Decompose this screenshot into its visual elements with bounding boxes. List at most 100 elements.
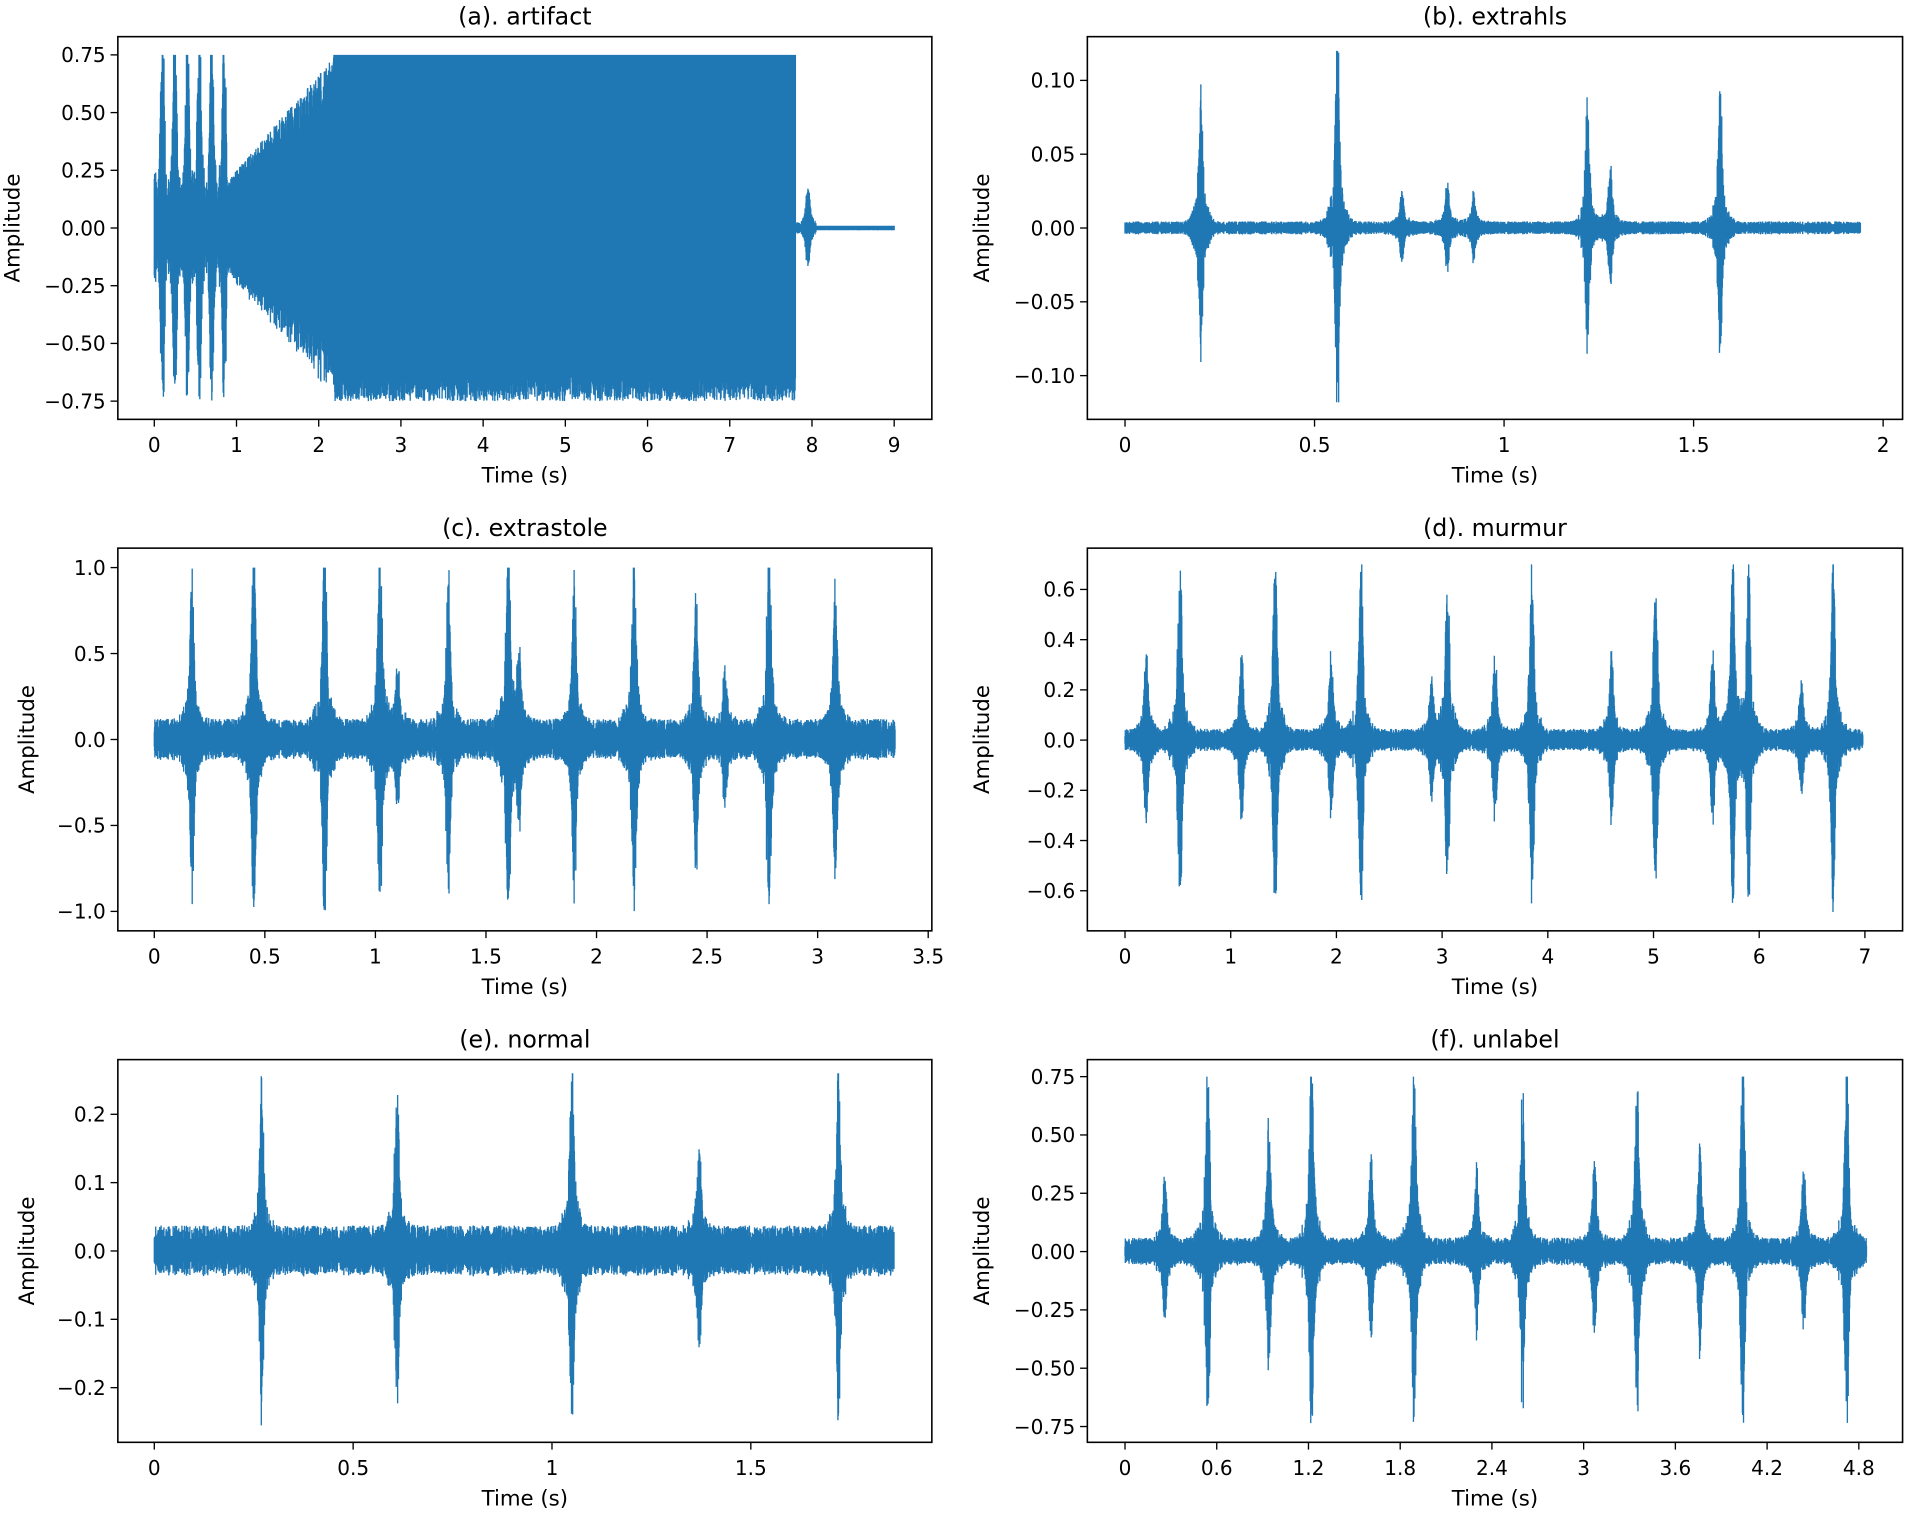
x-tick-label: 3.5 <box>912 945 944 969</box>
x-tick-label: 1 <box>1498 433 1511 457</box>
subplot-title: (f). unlabel <box>1430 1025 1559 1053</box>
y-tick-label: 0.25 <box>1031 1182 1076 1206</box>
y-tick-label: −0.50 <box>44 332 105 356</box>
x-tick-label: 1.5 <box>1678 433 1710 457</box>
waveform-series <box>153 1073 895 1426</box>
x-tick-label: 2 <box>590 945 603 969</box>
x-tick-label: 0.5 <box>337 1456 369 1480</box>
y-axis-label: Amplitude <box>970 1197 995 1306</box>
y-tick-label: −0.2 <box>1027 779 1076 803</box>
x-tick-label: 0 <box>148 433 161 457</box>
x-tick-label: 0.6 <box>1201 1456 1233 1480</box>
subplot-title: (d). murmur <box>1423 514 1567 542</box>
y-tick-label: 0.00 <box>61 216 106 240</box>
x-tick-label: 4 <box>477 433 490 457</box>
y-tick-label: 0.00 <box>1031 1240 1076 1264</box>
y-tick-label: 0.50 <box>1031 1123 1076 1147</box>
y-tick-label: 0.25 <box>61 159 106 183</box>
x-tick-label: 5 <box>559 433 572 457</box>
x-tick-label: 0.5 <box>249 945 281 969</box>
y-tick-label: −0.75 <box>1014 1415 1075 1439</box>
x-tick-label: 3 <box>1436 945 1449 969</box>
y-tick-label: 0.5 <box>74 642 106 666</box>
x-axis-label: Time (s) <box>1451 464 1538 489</box>
x-tick-label: 0 <box>148 945 161 969</box>
subplot-title: (a). artifact <box>458 3 591 31</box>
x-tick-label: 1 <box>546 1456 559 1480</box>
x-tick-label: 1.2 <box>1293 1456 1325 1480</box>
waveform-series <box>153 54 895 402</box>
x-axis-label: Time (s) <box>481 975 568 1000</box>
subplot-3: 0 1 2 3 4 5 6 7 0.6 0.4 0.2 0.0 −0.2 −0.4 −0.6 (d). mur… <box>970 514 1904 1000</box>
x-tick-label: 1 <box>230 433 243 457</box>
y-tick-label: 0.05 <box>1031 142 1076 166</box>
y-tick-label: 1.0 <box>74 556 106 580</box>
y-tick-label: 0.2 <box>1043 678 1075 702</box>
waveform-series <box>1124 50 1862 403</box>
y-tick-label: 0.75 <box>1031 1065 1076 1089</box>
y-tick-label: −0.4 <box>1027 829 1076 853</box>
y-axis-label: Amplitude <box>0 174 25 283</box>
x-tick-label: 1.8 <box>1384 1456 1416 1480</box>
y-tick-label: −0.1 <box>57 1308 106 1332</box>
x-axis-label: Time (s) <box>1451 975 1538 1000</box>
y-tick-label: 0.0 <box>74 728 106 752</box>
y-tick-label: −0.10 <box>1014 364 1075 388</box>
y-tick-label: 0.00 <box>1031 216 1076 240</box>
x-tick-label: 9 <box>888 433 901 457</box>
x-tick-label: 2.5 <box>691 945 723 969</box>
y-tick-label: 0.6 <box>1043 578 1075 602</box>
x-tick-label: 7 <box>1859 945 1872 969</box>
y-tick-label: −0.2 <box>57 1376 106 1400</box>
x-tick-label: 6 <box>641 433 654 457</box>
subplot-4: 0 0.5 1 1.5 0.2 0.1 0.0 −0.1 −0.2 (e). normal Time… <box>15 1025 933 1512</box>
x-tick-label: 1 <box>369 945 382 969</box>
subplot-2: 0 0.5 1 1.5 2 2.5 3 3.5 1.0 0.5 0.0 −0.5 −1.0 (c). ex… <box>15 514 944 1000</box>
y-tick-label: 0.0 <box>1043 728 1075 752</box>
x-tick-label: 4.8 <box>1843 1456 1875 1480</box>
x-tick-label: 7 <box>723 433 736 457</box>
waveform-series <box>1124 564 1864 913</box>
y-tick-label: −0.6 <box>1027 879 1076 903</box>
x-tick-label: 8 <box>806 433 819 457</box>
x-axis-label: Time (s) <box>1451 1487 1538 1512</box>
y-tick-label: 0.1 <box>74 1171 106 1195</box>
x-tick-label: 2 <box>1330 945 1343 969</box>
waveform-series <box>153 567 896 912</box>
y-tick-label: −0.25 <box>44 274 105 298</box>
x-tick-label: 5 <box>1647 945 1660 969</box>
y-tick-label: 0.50 <box>61 101 106 125</box>
x-tick-label: 2.4 <box>1476 1456 1508 1480</box>
y-tick-label: −0.75 <box>44 389 105 413</box>
waveform-series <box>1124 1076 1868 1424</box>
x-tick-label: 3.6 <box>1659 1456 1691 1480</box>
subplot-title: (e). normal <box>459 1025 590 1053</box>
y-tick-label: −0.5 <box>57 814 106 838</box>
x-tick-label: 6 <box>1753 945 1766 969</box>
x-tick-label: 0 <box>1119 945 1132 969</box>
y-tick-label: −0.50 <box>1014 1357 1075 1381</box>
y-tick-label: −0.25 <box>1014 1298 1075 1322</box>
x-axis-label: Time (s) <box>481 1487 568 1512</box>
x-tick-label: 1 <box>1224 945 1237 969</box>
y-tick-label: 0.75 <box>61 43 106 67</box>
y-axis-label: Amplitude <box>15 1197 40 1306</box>
x-tick-label: 3 <box>1577 1456 1590 1480</box>
y-tick-label: 0.2 <box>74 1103 106 1127</box>
subplot-0: 0 1 2 3 4 5 6 7 8 9 0.75 0.50 0.25 0.00 −0.25 −0.50 −0.7… <box>0 3 933 489</box>
y-tick-label: 0.0 <box>74 1239 106 1263</box>
x-axis-label: Time (s) <box>481 464 568 489</box>
subplot-title: (b). extrahls <box>1423 3 1567 31</box>
subplot-5: 0 0.6 1.2 1.8 2.4 3 3.6 4.2 4.8 0.75 0.50 0.25 0.00 −… <box>970 1025 1904 1512</box>
y-tick-label: 0.10 <box>1031 69 1076 93</box>
y-tick-label: −0.05 <box>1014 290 1075 314</box>
x-tick-label: 0.5 <box>1299 433 1331 457</box>
x-tick-label: 3 <box>811 945 824 969</box>
subplot-1: 0 0.5 1 1.5 2 0.10 0.05 0.00 −0.05 −0.10 (b). extr… <box>970 3 1904 489</box>
x-tick-label: 1.5 <box>470 945 502 969</box>
y-tick-label: −1.0 <box>57 900 106 924</box>
y-axis-label: Amplitude <box>970 174 995 283</box>
y-axis-label: Amplitude <box>970 685 995 794</box>
y-axis-label: Amplitude <box>15 685 40 794</box>
